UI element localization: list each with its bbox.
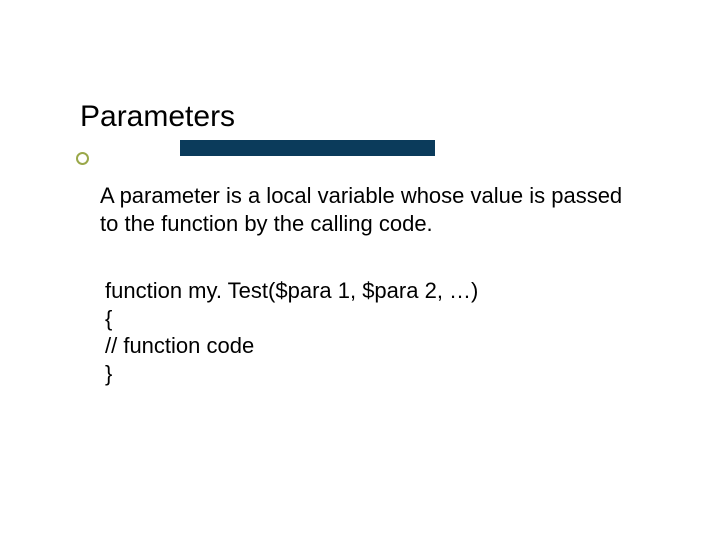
code-block: function my. Test($para 1, $para 2, …) {… [105, 277, 650, 387]
code-line-4: } [105, 360, 650, 388]
code-line-1: function my. Test($para 1, $para 2, …) [105, 277, 650, 305]
slide-title: Parameters [80, 100, 650, 134]
code-line-2: { [105, 305, 650, 333]
bullet-icon [76, 152, 89, 165]
title-underline-bar [180, 140, 435, 156]
slide-description: A parameter is a local variable whose va… [100, 182, 630, 237]
slide-container: Parameters A parameter is a local variab… [0, 0, 720, 540]
code-line-3: // function code [105, 332, 650, 360]
